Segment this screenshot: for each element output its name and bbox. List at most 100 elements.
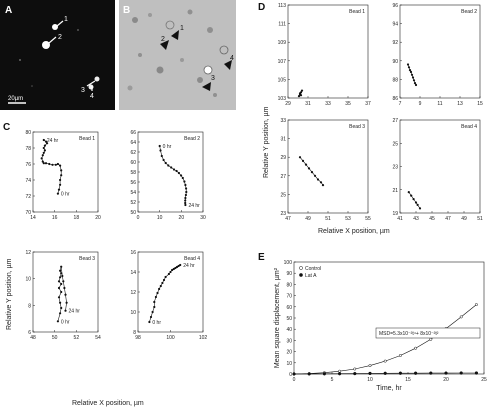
- trajectory-point: [42, 162, 45, 165]
- series-point: [338, 369, 342, 373]
- trajectory-point: [175, 169, 178, 173]
- trajectory-point: [177, 264, 180, 268]
- micrograph-fluorescence: [0, 0, 115, 110]
- trajectory-point: [407, 66, 411, 69]
- trajectory-point: [418, 207, 422, 210]
- series-point: [307, 372, 311, 376]
- trajectory-point: [56, 162, 60, 166]
- c-ylabel: Relative Y position, µm: [6, 258, 13, 330]
- trajectory-point: [184, 201, 187, 205]
- trajectory-point: [185, 187, 188, 190]
- arrow-label-b3: 3: [211, 75, 215, 82]
- arrow-label-2: 2: [58, 34, 62, 41]
- x-tick-label: 49: [305, 216, 311, 222]
- plot-frame: [32, 251, 99, 333]
- trajectory-point: [60, 282, 63, 286]
- trajectory-point: [44, 162, 48, 165]
- bead-title: Bead 2: [461, 9, 477, 15]
- y-tick-label: 21: [392, 188, 398, 194]
- trajectory-point: [304, 163, 308, 166]
- trajectory-point: [56, 192, 60, 195]
- trajectory-point: [159, 284, 162, 288]
- trajectory-point: [406, 63, 410, 66]
- trajectory-point: [160, 154, 163, 158]
- y-tick-label: 60: [286, 305, 292, 311]
- y-tick-label: 16: [130, 250, 136, 256]
- trajectory-point: [410, 194, 413, 197]
- x-tick-label: 0: [137, 215, 140, 221]
- trajectory-point: [164, 275, 167, 279]
- y-tick-label: 56: [130, 180, 136, 186]
- arrow-1: [56, 20, 64, 27]
- series-point: [414, 346, 418, 350]
- y-tick-label: 96: [392, 3, 398, 9]
- trajectory-point: [60, 169, 63, 172]
- start-time-label: 0 hr: [61, 192, 70, 198]
- trajectory-point: [175, 265, 179, 269]
- trajectory-point: [59, 276, 62, 279]
- series-point: [429, 371, 433, 375]
- y-tick-label: 70: [286, 294, 292, 300]
- y-tick-label: 100: [284, 260, 293, 266]
- y-tick-label: 113: [278, 3, 286, 9]
- plot-frame: [399, 4, 481, 99]
- micrograph-phase: [119, 0, 236, 110]
- y-tick-label: 50: [286, 316, 292, 322]
- x-tick-label: 10: [157, 215, 163, 221]
- legend-marker: [299, 266, 303, 270]
- trajectory-point: [174, 266, 177, 270]
- trajectory-point: [416, 203, 419, 206]
- trajectory-point: [62, 280, 65, 283]
- x-tick-label: 25: [481, 377, 487, 383]
- y-tick-label: 33: [280, 118, 286, 124]
- y-tick-label: 10: [130, 310, 136, 316]
- plot-d-bead3: 47 49 51 53 55 23 25 27 29 31 33 Bead 3: [280, 118, 371, 222]
- arrow-label-4: 4: [90, 93, 94, 100]
- bead-spot-2: [42, 41, 50, 49]
- trajectory-point: [299, 94, 303, 97]
- plot-frame: [287, 119, 369, 214]
- trajectory-point: [414, 83, 418, 87]
- trajectory-point: [179, 263, 182, 267]
- arrowhead-2: [160, 40, 169, 50]
- trajectory-point: [60, 174, 63, 177]
- trajectory-point: [170, 166, 173, 169]
- plot-c-bead4: 98 100 102 8 10 12 14 16 Bead 4 0 hr 24 hr: [130, 250, 207, 341]
- trajectory-line: [408, 191, 421, 209]
- panel-label-b: B: [123, 5, 130, 16]
- y-tick-label: 25: [392, 141, 398, 147]
- end-time-label: 24 hr: [183, 263, 195, 269]
- legend-label: Lat A: [305, 273, 317, 279]
- x-tick-label: 18: [74, 215, 80, 221]
- plot-frame: [399, 119, 481, 214]
- trajectory-point: [298, 92, 302, 95]
- trajectory-point: [41, 160, 44, 163]
- series-point: [444, 371, 448, 375]
- trajectory-point: [316, 178, 320, 181]
- d-xlabel: Relative X position, µm: [318, 228, 390, 235]
- x-tick-label: 7: [399, 101, 402, 107]
- plot-frame: [293, 261, 485, 375]
- y-tick-label: 103: [278, 96, 287, 102]
- trajectory-point: [148, 320, 151, 324]
- trajectory-point: [57, 188, 61, 191]
- y-tick-label: 58: [130, 170, 136, 176]
- trajectory-point: [411, 76, 415, 79]
- trajectory-point: [185, 190, 188, 194]
- trajectory-point: [41, 154, 44, 157]
- series-point: [459, 371, 463, 375]
- x-tick-label: 53: [345, 216, 351, 222]
- arrowhead-3: [202, 82, 211, 91]
- trajectory-point: [64, 309, 67, 312]
- trajectory-point: [59, 183, 62, 186]
- x-tick-label: 51: [477, 216, 483, 222]
- trajectory-point: [409, 70, 413, 74]
- trajectory-point: [60, 265, 63, 268]
- c-xlabel: Relative X position, µm: [72, 400, 144, 407]
- y-tick-label: 64: [130, 140, 136, 146]
- trajectory-point: [167, 272, 170, 276]
- trajectory-point: [57, 296, 61, 299]
- trajectory-point: [172, 168, 176, 171]
- plot-frame: [287, 4, 369, 99]
